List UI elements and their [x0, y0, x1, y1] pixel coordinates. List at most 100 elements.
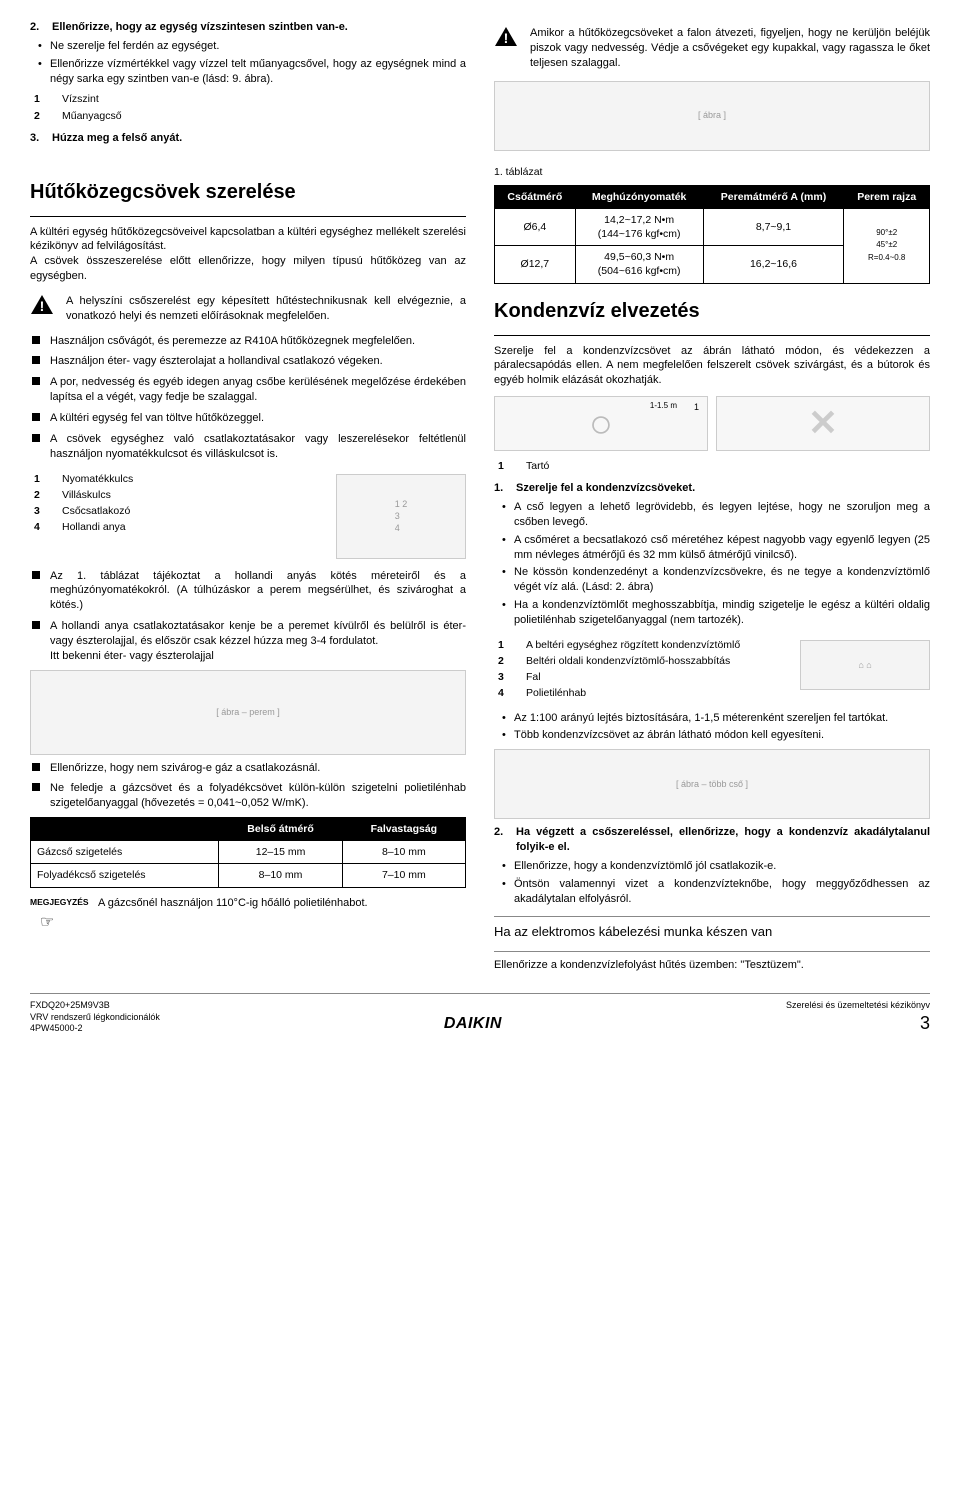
legend-text: Hollandi anya — [62, 520, 326, 534]
bullet: Az 1:100 arányú lejtés biztosítására, 1-… — [514, 711, 930, 726]
cond-step-1: 1. Szerelje fel a kondenzvízcsöveket. — [494, 481, 930, 496]
bullet: Ha a kondenzvíztömlőt meghosszabbítja, m… — [514, 598, 930, 628]
th-blank — [31, 818, 219, 841]
figure-drain-dual: ○ 1-1.5 m 1 ✕ — [494, 396, 930, 451]
pipe-list-2: Az 1. táblázat tájékoztat a hollandi any… — [30, 569, 466, 664]
figure-hose: ⌂ ⌂ — [800, 640, 930, 690]
svg-text:!: ! — [40, 298, 45, 314]
flare-radius: R=0.4~0.8 — [868, 253, 905, 262]
td-diagram: 90°±2 45°±2R=0.4~0.8 — [844, 208, 930, 283]
divider — [494, 335, 930, 336]
table-row: Gázcső szigetelés 12–15 mm 8–10 mm — [31, 841, 466, 864]
legend-text: Fal — [526, 670, 790, 684]
td: 8,7~9,1 — [703, 208, 844, 245]
legend-text: A beltéri egységhez rögzített kondenzvíz… — [526, 638, 790, 652]
bullet-text: Ne kössön kondenzedényt a kondenzvízcsöv… — [514, 566, 930, 593]
product-line: VRV rendszerű légkondicionálók — [30, 1012, 160, 1024]
footer-left: FXDQ20+25M9V3B VRV rendszerű légkondicio… — [30, 1000, 160, 1035]
legend-s2: 1Vízszint 2Műanyagcső — [34, 92, 466, 122]
warning-text: Amikor a hűtőközegcsöveket a falon átvez… — [530, 26, 930, 71]
subheading-elec: Ha az elektromos kábelezési munka készen… — [494, 923, 930, 941]
th: Meghúzónyomaték — [575, 185, 703, 208]
bullet: Ne kössön kondenzedényt a kondenzvízcsöv… — [514, 565, 930, 595]
measurement: 1-1.5 m — [650, 401, 677, 412]
cond-step2-bullets: Ellenőrizze, hogy a kondenzvíztömlő jól … — [494, 859, 930, 907]
legend-text: Tartó — [526, 459, 930, 473]
legend-num: 2 — [498, 654, 526, 668]
list-item: A por, nedvesség és egyéb idegen anyag c… — [30, 375, 466, 405]
step-3: 3. Húzza meg a felső anyát. — [30, 131, 466, 146]
step-num: 1. — [494, 481, 516, 496]
figure-ok: ○ 1-1.5 m 1 — [494, 396, 708, 451]
ok-icon: ○ — [589, 397, 613, 451]
td: Ø6,4 — [495, 208, 576, 245]
page-number: 3 — [920, 1013, 930, 1033]
legend-num: 4 — [498, 686, 526, 700]
warning-box: ! A helyszíni csőszerelést egy képesítet… — [30, 294, 466, 324]
heading-pipe: Hűtőközegcsövek szerelése — [30, 179, 466, 206]
th: Peremátmérő A (mm) — [703, 185, 844, 208]
svg-text:!: ! — [504, 30, 509, 46]
elec-text: Ellenőrizze a kondenzvízlefolyást hűtés … — [494, 958, 930, 973]
list-item: Az 1. táblázat tájékoztat a hollandi any… — [30, 569, 466, 614]
legend-text: Csőcsatlakozó — [62, 504, 326, 518]
bullet: A csőméret a becsatlakozó cső méretéhez … — [514, 533, 930, 563]
callout-1: 1 — [694, 401, 699, 413]
td: 7–10 mm — [342, 864, 465, 887]
td: 49,5~60,3 N•m (504~616 kgf•cm) — [575, 246, 703, 283]
elec-text-span: Ellenőrizze a kondenzvízlefolyást hűtés … — [494, 959, 804, 971]
bullet: Ellenőrizze vízmértékkel vagy vízzel tel… — [50, 57, 466, 87]
legend-text: Nyomatékkulcs — [62, 472, 326, 486]
legend-num: 1 — [34, 92, 62, 106]
legend-num: 1 — [498, 459, 526, 473]
list-item: Ellenőrizze, hogy nem szivárog-e gáz a c… — [30, 761, 466, 776]
cond-intro: Szerelje fel a kondenzvízcsövet az ábrán… — [494, 344, 930, 389]
step-title: Húzza meg a felső anyát. — [52, 131, 466, 146]
list-item: A kültéri egység fel van töltve hűtőköze… — [30, 411, 466, 426]
th: Belső átmérő — [219, 818, 342, 841]
td: 14,2~17,2 N•m (144~176 kgf•cm) — [575, 208, 703, 245]
torque-table: Csőátmérő Meghúzónyomaték Peremátmérő A … — [494, 185, 930, 284]
page-footer: FXDQ20+25M9V3B VRV rendszerű légkondicio… — [30, 993, 930, 1035]
th: Csőátmérő — [495, 185, 576, 208]
list-item: A csövek egységhez való csatlakoztatásak… — [30, 432, 466, 462]
legend-cond2: 1A beltéri egységhez rögzített kondenzví… — [498, 638, 790, 701]
figure-flare: [ ábra – perem ] — [30, 670, 466, 755]
divider — [494, 951, 930, 952]
legend-num: 4 — [34, 520, 62, 534]
th: Perem rajza — [844, 185, 930, 208]
td: Gázcső szigetelés — [31, 841, 219, 864]
warning-icon: ! — [494, 26, 520, 71]
hand-icon: ☞ — [40, 912, 466, 934]
figure-wall-pipe: [ ábra ] — [494, 81, 930, 151]
legend-text: Polietilénhab — [526, 686, 790, 700]
cond-bul2: Az 1:100 arányú lejtés biztosítására, 1-… — [494, 711, 930, 744]
figure-wrench: 1 234 — [336, 474, 466, 559]
bullet: Több kondenzvízcsövet az ábrán látható m… — [514, 728, 930, 743]
step2-bullets: Ne szerelje fel ferdén az egységet. Elle… — [30, 39, 466, 87]
legend-tools: 1Nyomatékkulcs 2Villáskulcs 3Csőcsatlako… — [34, 472, 326, 535]
pipe-list: Használjon csővágót, és peremezze az R41… — [30, 334, 466, 462]
divider — [494, 916, 930, 917]
pipe-list-3: Ellenőrizze, hogy nem szivárog-e gáz a c… — [30, 761, 466, 812]
td: 8–10 mm — [219, 864, 342, 887]
insulation-table: Belső átmérő Falvastagság Gázcső szigete… — [30, 817, 466, 888]
list-item: Ne feledje a gázcsövet és a folyadékcsöv… — [30, 781, 466, 811]
step-num: 3. — [30, 131, 52, 146]
table-row: Ø6,4 14,2~17,2 N•m (144~176 kgf•cm) 8,7~… — [495, 208, 930, 245]
bullet: Öntsön valamennyi vizet a kondenzvíztekn… — [514, 877, 930, 907]
step-num: 2. — [30, 20, 52, 35]
step-title: Szerelje fel a kondenzvízcsöveket. — [516, 481, 930, 496]
table1-title: 1. táblázat — [494, 165, 930, 179]
warning-box: ! Amikor a hűtőközegcsöveket a falon átv… — [494, 26, 930, 71]
bullet: Ellenőrizze, hogy a kondenzvíztömlő jól … — [514, 859, 930, 874]
td: Ø12,7 — [495, 246, 576, 283]
legend-num: 1 — [34, 472, 62, 486]
note: MEGJEGYZÉS A gázcsőnél használjon 110°C-… — [30, 896, 466, 911]
heading-condensate: Kondenzvíz elvezetés — [494, 298, 930, 325]
td: 16,2~16,6 — [703, 246, 844, 283]
note-text: A gázcsőnél használjon 110°C-ig hőálló p… — [98, 896, 466, 911]
list-item: Használjon éter- vagy észterolajat a hol… — [30, 354, 466, 369]
figure-multi-drain: [ ábra – több cső ] — [494, 749, 930, 819]
cond-step-2: 2. Ha végzett a csőszereléssel, ellenőri… — [494, 825, 930, 855]
